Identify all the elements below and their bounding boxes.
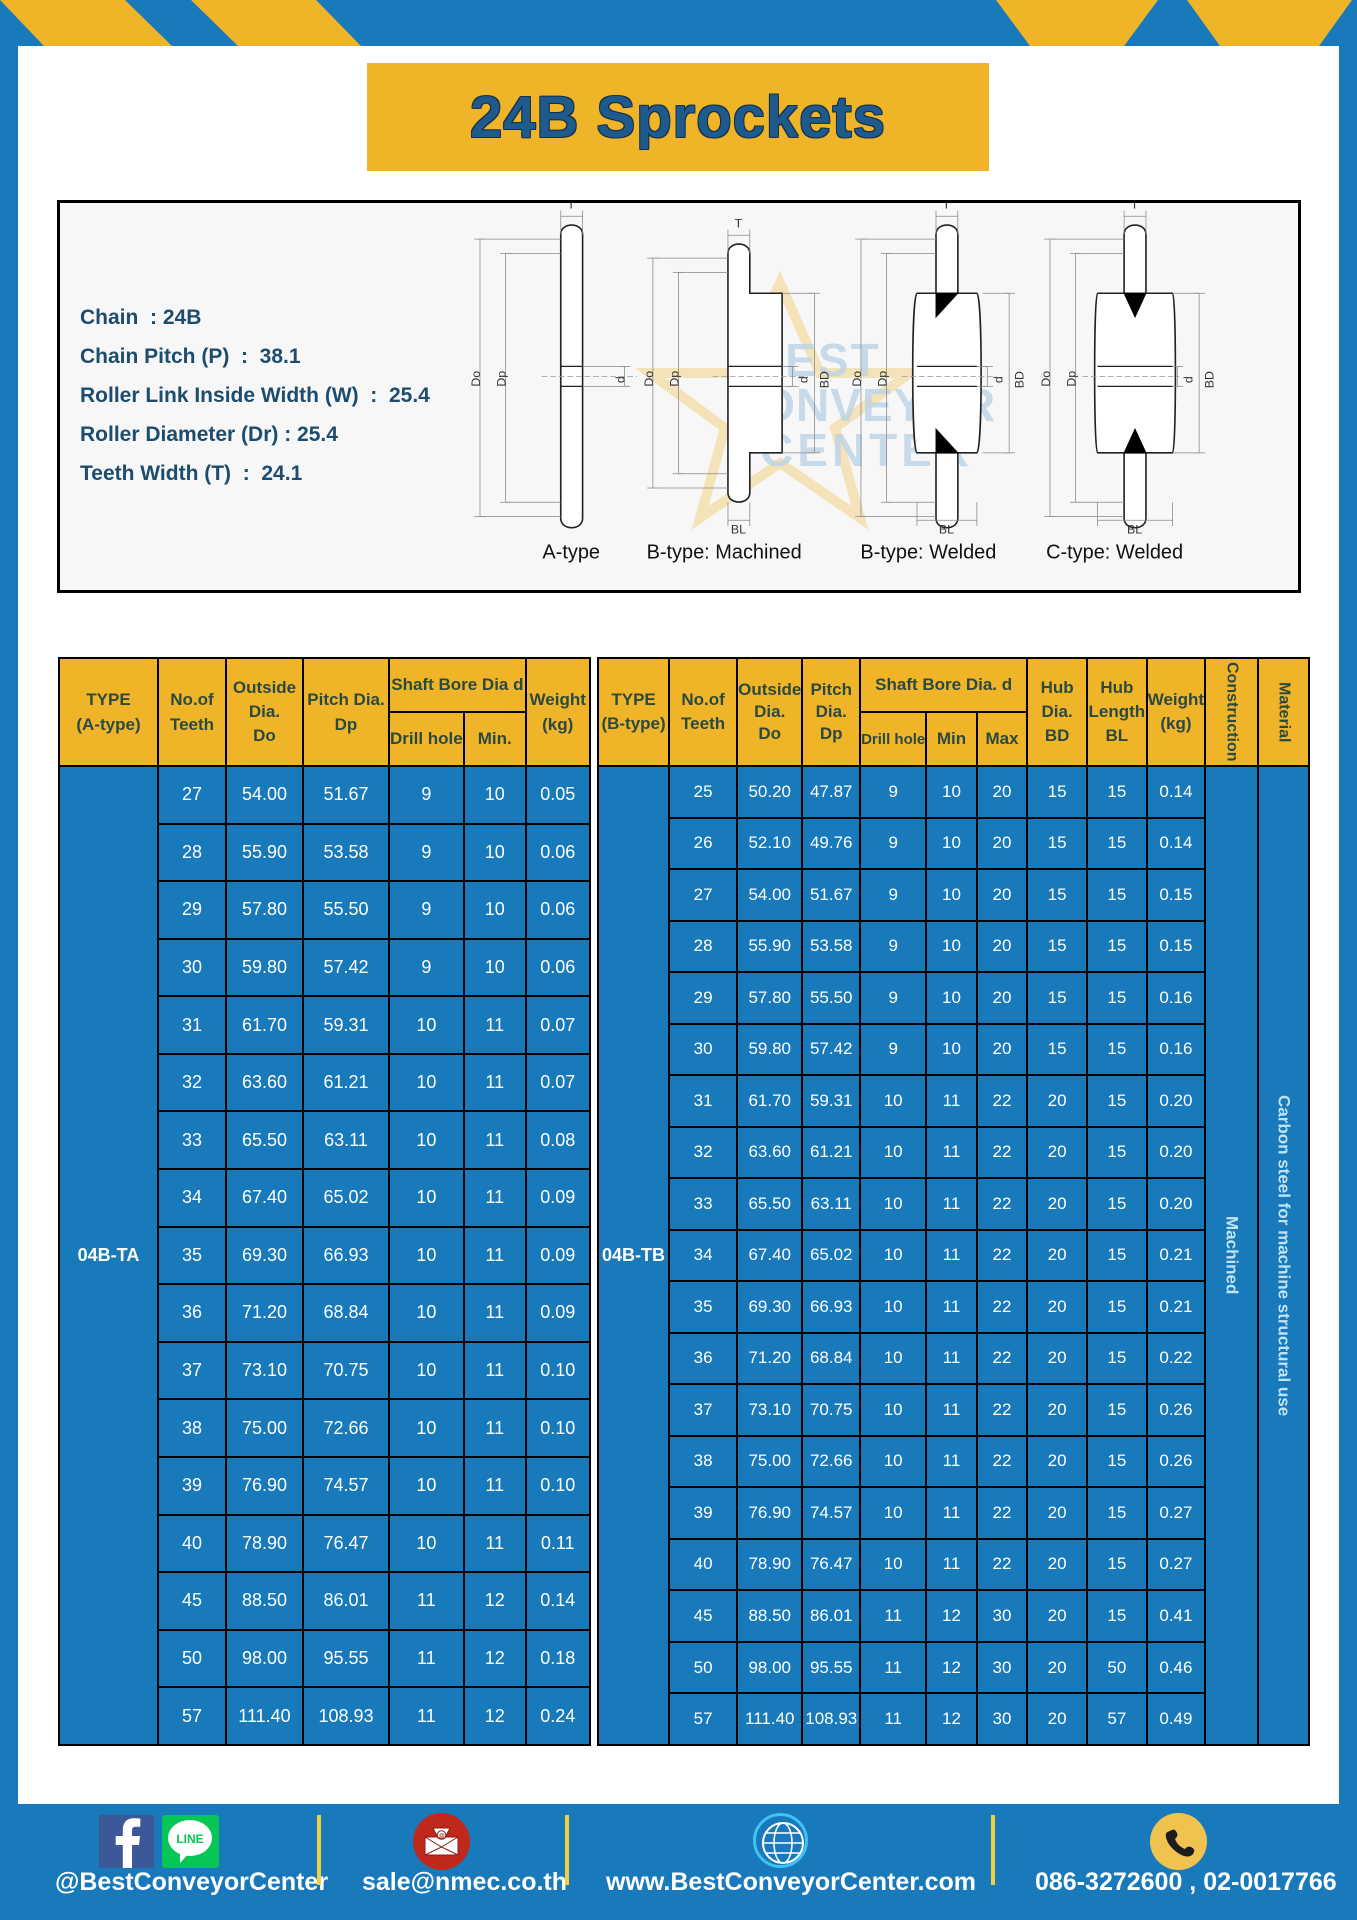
svg-text:@: @ [438, 1833, 445, 1840]
svg-text:B-type: Machined: B-type: Machined [647, 541, 802, 563]
svg-text:T: T [943, 203, 951, 212]
svg-text:Do: Do [1039, 371, 1053, 387]
svg-text:BL: BL [731, 523, 746, 537]
svg-text:B-type: Welded: B-type: Welded [860, 541, 996, 563]
svg-text:A-type: A-type [542, 541, 600, 563]
svg-text:T: T [735, 217, 743, 231]
svg-text:Do: Do [469, 371, 483, 387]
svg-text:d: d [992, 376, 1006, 383]
svg-text:d: d [797, 376, 811, 383]
svg-text:BL: BL [1127, 523, 1142, 537]
svg-text:d: d [1182, 376, 1196, 383]
svg-text:C-type: Welded: C-type: Welded [1046, 541, 1183, 563]
svg-text:Do: Do [850, 371, 864, 387]
svg-text:BL: BL [939, 523, 954, 537]
svg-text:BD: BD [1012, 371, 1026, 388]
svg-text:LINE: LINE [176, 1832, 203, 1846]
svg-text:d: d [613, 376, 627, 383]
svg-text:Dp: Dp [876, 371, 890, 387]
svg-text:BD: BD [1202, 371, 1216, 388]
svg-text:BD: BD [818, 371, 832, 388]
svg-text:Dp: Dp [495, 371, 509, 387]
svg-text:T: T [567, 203, 575, 212]
svg-text:Do: Do [642, 371, 656, 387]
svg-text:Dp: Dp [668, 371, 682, 387]
svg-text:Dp: Dp [1065, 371, 1079, 387]
svg-text:T: T [1131, 203, 1139, 212]
